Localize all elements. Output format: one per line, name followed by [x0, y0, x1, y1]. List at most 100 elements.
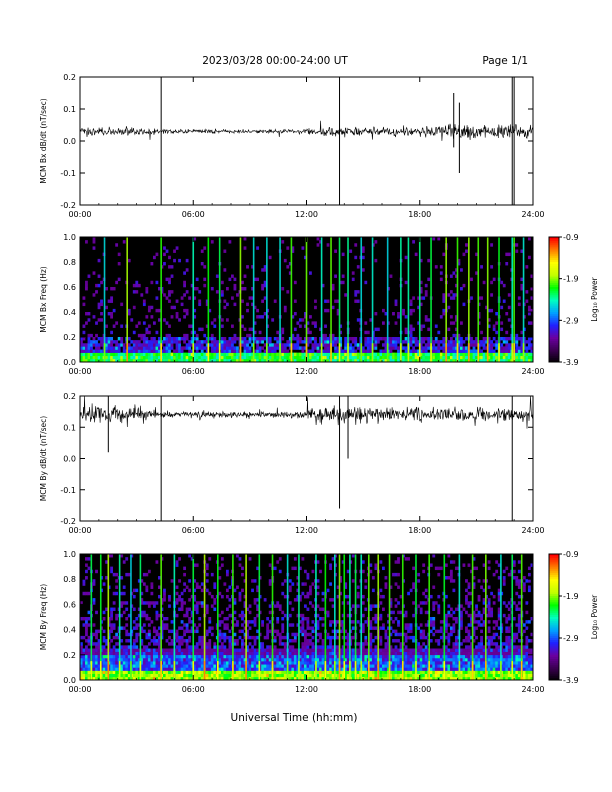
- spectrogram-cell: [472, 582, 476, 586]
- spectrogram-cell: [364, 642, 368, 646]
- spectrogram-cell: [439, 271, 443, 275]
- spectrogram-cell: [80, 635, 83, 640]
- spectrogram-cell: [477, 670, 481, 674]
- spectrogram-cell: [291, 651, 295, 656]
- spectrogram-cell: [419, 280, 423, 285]
- spectrogram-cell: [122, 343, 126, 347]
- spectrogram-cell: [392, 664, 395, 668]
- spectrogram-cell: [351, 337, 355, 341]
- spectrogram-cell: [434, 661, 438, 665]
- spectrogram-cell: [502, 337, 506, 341]
- spectrogram-cell: [397, 648, 400, 652]
- spectrogram-cell: [87, 352, 91, 357]
- spectrogram-cell: [107, 340, 111, 344]
- spectrogram-cell: [180, 296, 184, 300]
- spectrogram-cell: [530, 287, 534, 291]
- spectrogram-cell: [369, 661, 373, 665]
- spectrogram-cell: [344, 651, 348, 656]
- spectrogram-cell: [437, 330, 441, 335]
- spectrogram-cell: [530, 308, 534, 313]
- spectrogram-cell: [339, 579, 343, 583]
- spectrogram-cell: [374, 620, 378, 624]
- spectrogram-cell: [198, 358, 202, 363]
- spectrogram-cell: [105, 639, 108, 643]
- spectrogram-cell: [140, 667, 144, 671]
- spectrogram-cell: [374, 604, 378, 608]
- spectrogram-cell: [246, 308, 249, 313]
- spectrogram-cell: [404, 645, 408, 649]
- spectrogram-cell: [392, 657, 395, 662]
- spectrogram-cell: [220, 610, 224, 615]
- spectrogram-cell: [303, 667, 307, 671]
- spectrogram-cell: [293, 355, 297, 360]
- colorbar-segment: [549, 351, 559, 355]
- spectrogram-cell: [515, 249, 519, 253]
- spectrogram-cell: [301, 667, 305, 671]
- spectrogram-cell: [356, 676, 360, 681]
- spectrogram-cell: [120, 302, 124, 307]
- spectrogram-cell: [454, 358, 458, 363]
- colorbar-segment: [549, 314, 559, 317]
- spectrogram-cell: [288, 601, 292, 605]
- spectrogram-cell: [115, 654, 119, 659]
- spectrogram-cell: [319, 676, 322, 681]
- spectrogram-cell: [288, 337, 292, 341]
- spectrogram-cell: [309, 651, 312, 656]
- spectrogram-cell: [178, 607, 181, 611]
- spectrogram-cell: [205, 604, 209, 608]
- spectrogram-cell: [142, 623, 146, 627]
- spectrogram-cell: [213, 349, 217, 353]
- spectrogram-cell: [364, 648, 368, 652]
- spectrogram-cell: [447, 639, 451, 643]
- spectrogram-cell: [110, 610, 114, 615]
- colorbar-segment: [549, 270, 559, 273]
- spectrogram-cell: [439, 620, 443, 624]
- spectrogram-cell: [409, 664, 413, 668]
- spectrogram-cell: [188, 588, 192, 593]
- spectrogram-cell: [384, 355, 388, 360]
- spectrogram-cell: [137, 664, 141, 668]
- spectrogram-cell: [241, 651, 244, 656]
- spectrogram-cell: [165, 657, 169, 662]
- spectrogram-cell: [311, 661, 315, 665]
- spectrogram-cell: [271, 346, 275, 350]
- spectrogram-cell: [356, 346, 360, 350]
- spectrogram-cell: [336, 594, 340, 599]
- spectrogram-cell: [356, 290, 360, 294]
- spectrogram-cell: [404, 657, 408, 662]
- spectrogram-cell: [122, 349, 126, 353]
- spectrogram-cell: [183, 346, 186, 350]
- spectrogram-cell: [210, 337, 214, 341]
- spectrogram-cell: [198, 346, 202, 350]
- spectrogram-cell: [321, 283, 325, 288]
- spectrogram-cell: [382, 626, 385, 630]
- spectrogram-cell: [397, 670, 400, 674]
- spectrogram-cell: [309, 632, 312, 637]
- spectrogram-cell: [95, 333, 98, 338]
- spectrogram-cell: [439, 648, 443, 652]
- spectrogram-cell: [361, 651, 365, 656]
- spectrogram-cell: [492, 277, 496, 282]
- spectrogram-cell: [180, 626, 184, 630]
- spectrogram-cell: [447, 648, 451, 652]
- spectrogram-cell: [457, 346, 461, 350]
- spectrogram-cell: [145, 346, 149, 350]
- spectrogram-cell: [231, 274, 234, 278]
- spectrogram-cell: [298, 566, 302, 571]
- spectrogram-cell: [180, 654, 184, 659]
- spectrogram-cell: [175, 639, 179, 643]
- spectrogram-cell: [392, 620, 395, 624]
- spectrogram-cell: [125, 676, 129, 681]
- spectrogram-cell: [200, 648, 204, 652]
- spectrogram-cell: [150, 340, 154, 344]
- spectrogram-cell: [283, 676, 287, 681]
- spectrogram-cell: [127, 572, 131, 577]
- spectrogram-cell: [228, 629, 232, 634]
- spectrogram-cell: [276, 620, 280, 624]
- spectrogram-cell: [293, 661, 297, 665]
- spectrogram-cell: [268, 651, 272, 656]
- spectrogram-cell: [188, 554, 192, 558]
- spectrogram-cell: [341, 648, 345, 652]
- spectrogram-cell: [233, 302, 237, 307]
- spectrogram-cell: [344, 670, 348, 674]
